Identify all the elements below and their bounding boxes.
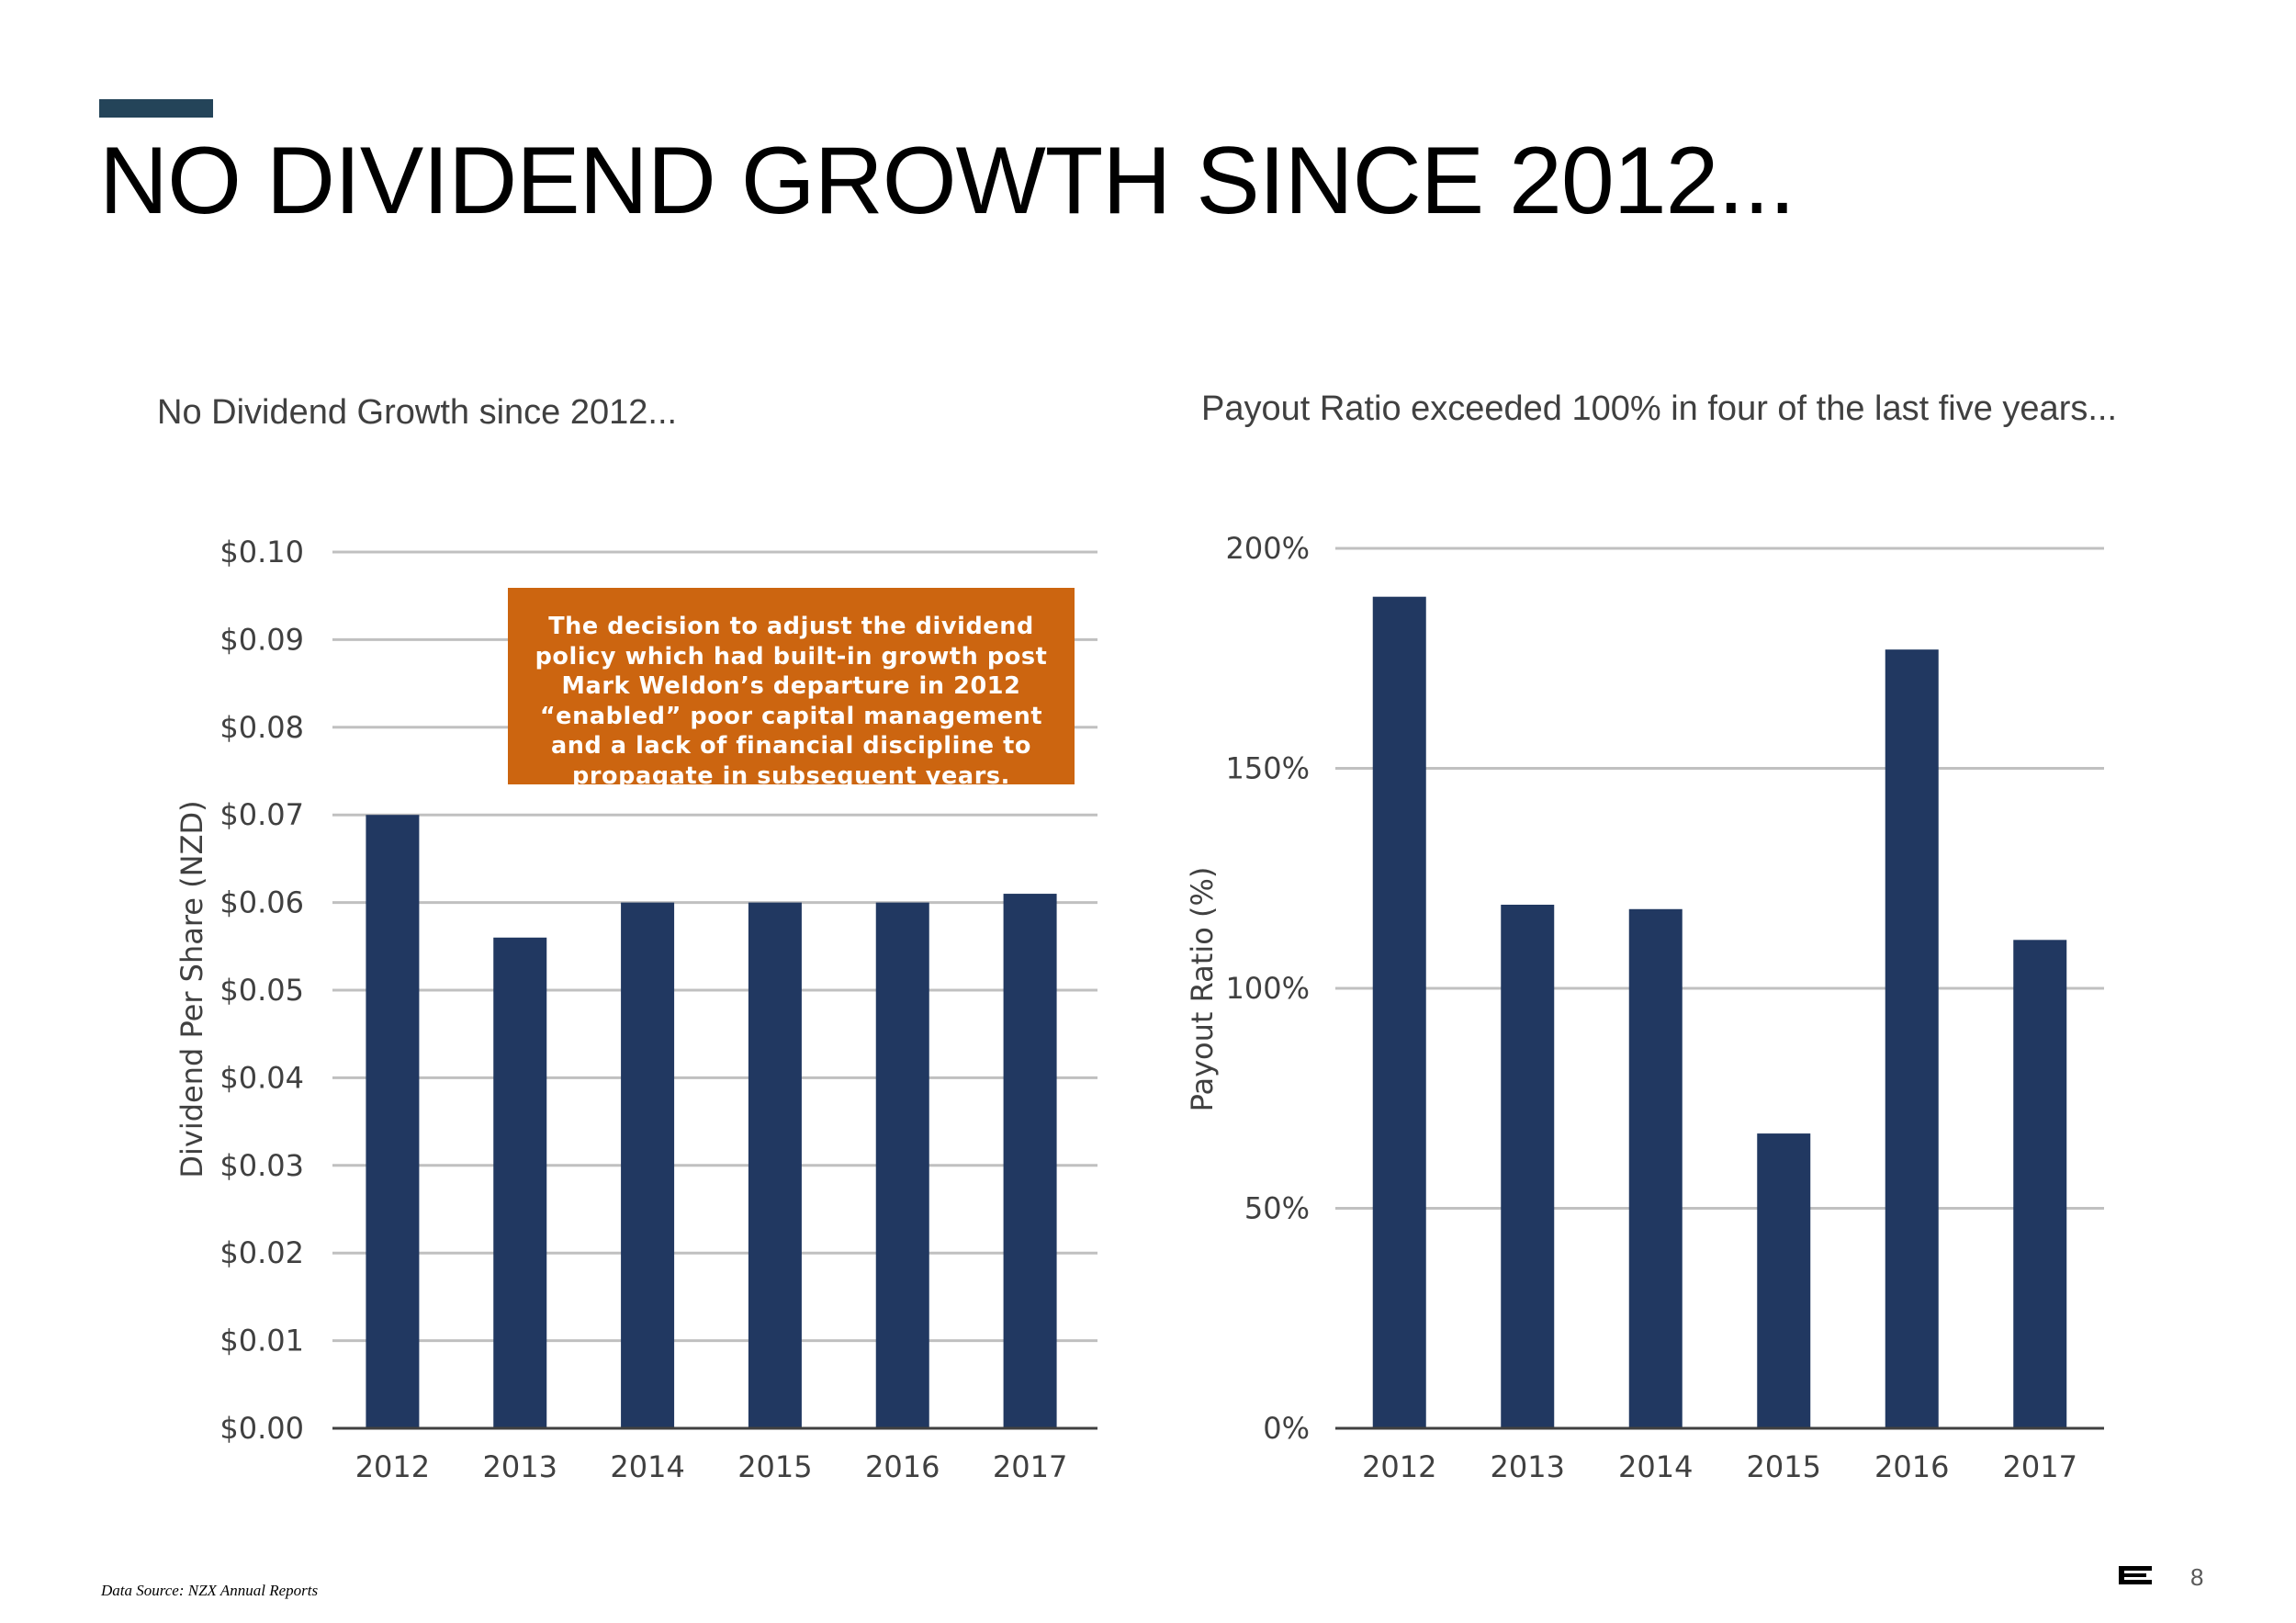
company-logo-icon bbox=[2119, 1566, 2152, 1584]
x-tick-label: 2013 bbox=[483, 1449, 557, 1484]
y-axis-title: Dividend Per Share (NZD) bbox=[174, 800, 209, 1178]
x-tick-label: 2012 bbox=[1362, 1449, 1436, 1484]
annotation-callout: The decision to adjust the dividend poli… bbox=[508, 588, 1075, 790]
x-tick-label: 2015 bbox=[737, 1449, 812, 1484]
data-source-footnote: Data Source: NZX Annual Reports bbox=[101, 1582, 319, 1599]
bar-2012 bbox=[1372, 596, 1426, 1428]
y-tick-label: $0.02 bbox=[219, 1235, 304, 1270]
y-tick-label: $0.07 bbox=[219, 797, 304, 832]
x-tick-label: 2017 bbox=[993, 1449, 1067, 1484]
y-tick-label: $0.00 bbox=[219, 1411, 304, 1446]
bar-2016 bbox=[875, 902, 929, 1428]
x-tick-label: 2015 bbox=[1747, 1449, 1821, 1484]
x-tick-label: 2013 bbox=[1491, 1449, 1565, 1484]
bar-2015 bbox=[1757, 1133, 1811, 1428]
bar-2015 bbox=[748, 902, 802, 1428]
title-accent-bar bbox=[99, 99, 213, 118]
payout-chart-title: Payout Ratio exceeded 100% in four of th… bbox=[1201, 389, 2118, 428]
page-number: 8 bbox=[2190, 1563, 2204, 1591]
y-tick-label: 0% bbox=[1263, 1411, 1310, 1446]
x-tick-label: 2014 bbox=[1618, 1449, 1693, 1484]
y-axis-title: Payout Ratio (%) bbox=[1185, 867, 1220, 1112]
bar-2014 bbox=[621, 902, 675, 1428]
y-tick-label: $0.04 bbox=[219, 1060, 304, 1095]
x-tick-label: 2012 bbox=[355, 1449, 430, 1484]
y-tick-label: $0.09 bbox=[219, 622, 304, 657]
x-tick-label: 2017 bbox=[2003, 1449, 2077, 1484]
y-tick-label: $0.03 bbox=[219, 1148, 304, 1183]
x-tick-label: 2016 bbox=[1874, 1449, 1949, 1484]
y-tick-label: $0.06 bbox=[219, 885, 304, 920]
payout-ratio-chart: 0% 50% 100% 150% 200% 2012 2013 2014 2015 2016 201… bbox=[1185, 531, 2104, 1484]
dividend-chart-title: No Dividend Growth since 2012... bbox=[157, 393, 678, 432]
y-tick-label: 200% bbox=[1226, 531, 1310, 566]
y-tick-label: $0.10 bbox=[219, 535, 304, 569]
x-tick-label: 2016 bbox=[865, 1449, 940, 1484]
y-tick-label: $0.01 bbox=[219, 1324, 304, 1358]
y-tick-label: $0.05 bbox=[219, 973, 304, 1008]
bar-2017 bbox=[1003, 894, 1057, 1428]
page-title: NO DIVIDEND GROWTH SINCE 2012... bbox=[99, 128, 1795, 234]
bar-2014 bbox=[1628, 908, 1683, 1428]
bar-2017 bbox=[2013, 940, 2067, 1428]
bar-2012 bbox=[366, 815, 420, 1428]
bar-2013 bbox=[1501, 904, 1555, 1428]
y-tick-label: 100% bbox=[1226, 971, 1310, 1006]
y-tick-label: $0.08 bbox=[219, 710, 304, 745]
x-tick-label: 2014 bbox=[610, 1449, 684, 1484]
y-tick-label: 150% bbox=[1226, 751, 1310, 786]
dividend-per-share-chart: $0.00 $0.01 $0.02 $0.03 $0.04 $0.05 $0.06 $0.07… bbox=[174, 535, 1097, 1484]
bar-2016 bbox=[1885, 649, 1939, 1428]
bar-2013 bbox=[493, 937, 547, 1428]
y-tick-label: 50% bbox=[1244, 1191, 1310, 1226]
